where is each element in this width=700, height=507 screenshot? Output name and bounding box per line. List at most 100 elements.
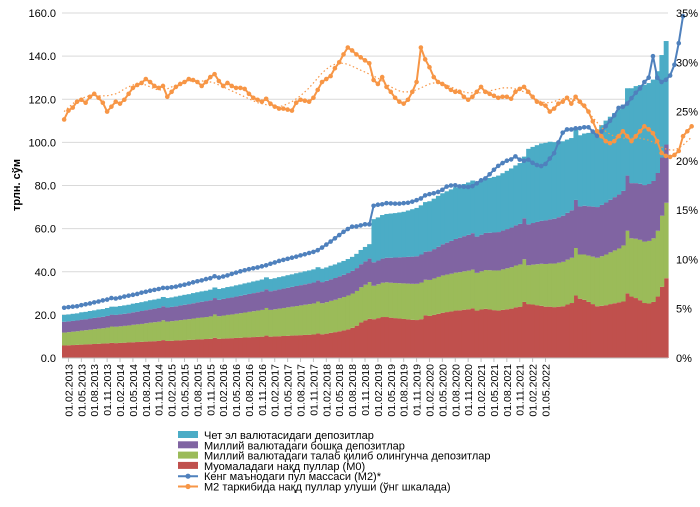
data-point xyxy=(483,89,488,95)
data-point xyxy=(547,109,553,114)
data-point xyxy=(457,184,462,189)
stack-bar xyxy=(268,279,274,292)
stack-bar xyxy=(629,88,635,184)
data-point xyxy=(384,200,389,206)
data-point xyxy=(298,253,303,258)
stack-bar xyxy=(349,327,355,358)
stack-bar xyxy=(423,202,428,252)
data-point xyxy=(388,201,394,206)
stack-bar xyxy=(126,313,132,326)
data-point xyxy=(405,97,411,103)
stack-bar xyxy=(302,271,308,285)
data-point xyxy=(341,52,346,57)
legend-label: Миллий валютадаги бошқа депозитлар xyxy=(204,440,405,452)
legend-marker xyxy=(185,473,191,479)
data-point xyxy=(452,182,458,188)
stack-bar xyxy=(264,307,269,336)
stack-bar xyxy=(285,287,291,308)
data-point xyxy=(654,138,660,144)
stack-bar xyxy=(659,215,665,287)
data-point xyxy=(431,74,437,80)
stack-bar xyxy=(448,240,454,274)
stack-bar xyxy=(483,232,489,271)
stack-bar xyxy=(199,291,205,302)
stack-bar xyxy=(276,308,282,337)
data-point xyxy=(311,249,316,255)
stack-bar xyxy=(483,308,489,358)
stack-bar xyxy=(504,309,510,358)
stack-bar xyxy=(650,79,656,181)
data-point xyxy=(311,95,316,101)
stack-bar xyxy=(380,317,385,358)
data-point xyxy=(526,157,531,162)
stack-bar xyxy=(487,309,493,358)
stack-bar xyxy=(375,318,381,358)
stack-bar xyxy=(414,256,420,284)
data-point xyxy=(319,245,325,250)
x-tick-label: 01.08.2021 xyxy=(502,364,514,417)
stack-series xyxy=(62,144,669,333)
stack-bar xyxy=(62,345,67,358)
stack-bar xyxy=(229,297,235,315)
stack-bar xyxy=(109,314,115,327)
data-point xyxy=(495,163,501,169)
stack-bar xyxy=(109,342,115,358)
data-point xyxy=(70,304,76,309)
stack-bar xyxy=(496,175,501,233)
legend-label: Муомаладаги нақд пуллар (M0) xyxy=(204,461,365,473)
stack-bar xyxy=(655,296,661,358)
stack-bar xyxy=(474,272,480,311)
stack-bar xyxy=(410,283,416,320)
stack-bar xyxy=(246,337,252,358)
stack-bar xyxy=(418,282,424,320)
data-point xyxy=(246,266,252,272)
x-tick-label: 01.08.2018 xyxy=(347,364,359,417)
stack-bar xyxy=(332,299,338,333)
stack-bar xyxy=(556,306,562,358)
stack-bar xyxy=(620,190,626,246)
stack-bar xyxy=(397,283,403,319)
stack-bar xyxy=(212,337,218,358)
stack-bar xyxy=(104,327,110,344)
stack-bar xyxy=(616,109,622,195)
stack-bar xyxy=(178,295,183,306)
stack-bar xyxy=(461,236,467,272)
stack-bar xyxy=(547,306,553,358)
data-point xyxy=(186,281,192,286)
data-point xyxy=(147,288,153,294)
stack-series xyxy=(62,278,669,358)
stack-bar xyxy=(238,284,244,296)
stack-bar xyxy=(371,262,377,286)
data-point xyxy=(680,13,686,19)
stack-bar xyxy=(521,259,527,302)
x-tick-label: 01.11.2021 xyxy=(515,364,527,416)
stack-bar xyxy=(603,202,609,255)
stack-bar xyxy=(573,248,579,296)
stack-bar xyxy=(491,232,497,271)
stack-bar xyxy=(539,143,544,221)
data-point xyxy=(637,128,643,134)
stack-bar xyxy=(100,309,106,317)
stack-bar xyxy=(169,306,175,322)
stack-bar xyxy=(225,314,231,339)
stack-bar xyxy=(586,255,592,302)
data-point xyxy=(663,77,669,83)
stack-bar xyxy=(612,303,618,358)
data-point xyxy=(139,80,144,86)
stack-bar xyxy=(401,283,407,319)
stack-bar xyxy=(298,272,304,286)
stack-bar xyxy=(302,334,308,358)
stack-bar xyxy=(530,264,536,305)
stack-bar xyxy=(229,314,235,339)
stack-bar xyxy=(135,303,140,312)
data-point xyxy=(414,197,419,203)
stack-bar xyxy=(96,317,102,329)
data-point xyxy=(113,296,119,301)
stack-bar xyxy=(66,345,72,358)
stack-bar xyxy=(599,125,605,205)
stack-bar xyxy=(268,309,274,337)
stack-bar xyxy=(577,298,583,358)
stack-bar xyxy=(496,310,501,358)
data-point xyxy=(611,138,617,144)
